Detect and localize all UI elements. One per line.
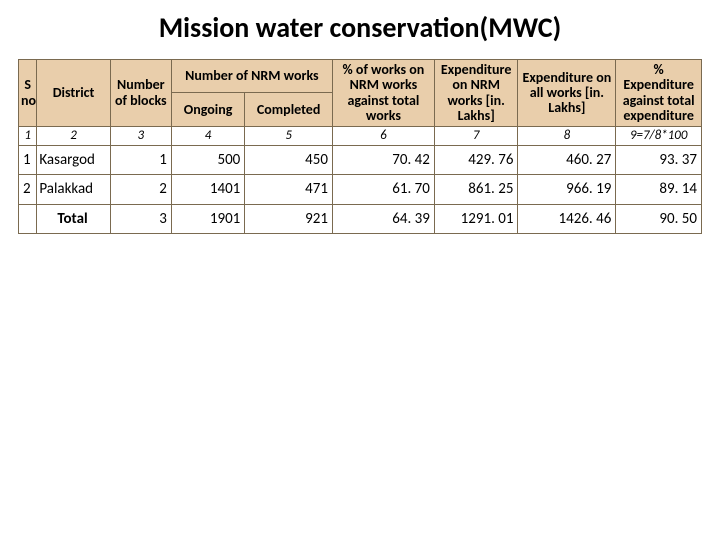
cell-ongoing: 1401 [171, 175, 244, 205]
cell-blocks: 2 [110, 175, 171, 205]
cell-exp_nrm: 429. 76 [434, 145, 518, 175]
cell-pct_nrm: 61. 70 [332, 175, 434, 205]
formula-cell: 1 [19, 126, 37, 145]
cell-district: Palakkad [37, 175, 110, 205]
formula-cell: 3 [110, 126, 171, 145]
col-pct-nrm: % of works on NRM works against total wo… [332, 60, 434, 127]
cell-pct_exp: 93. 37 [616, 145, 702, 175]
formula-cell: 7 [434, 126, 518, 145]
cell-pct_nrm: 64. 39 [332, 204, 434, 234]
cell-ongoing: 1901 [171, 204, 244, 234]
col-sno: S no. [19, 60, 37, 127]
table-row: 2Palakkad2140147161. 70861. 25966. 1989.… [19, 175, 702, 205]
formula-cell: 4 [171, 126, 244, 145]
cell-completed: 471 [245, 175, 333, 205]
table-row: 1Kasargod150045070. 42429. 76460. 2793. … [19, 145, 702, 175]
cell-sno: 1 [19, 145, 37, 175]
cell-sno: 2 [19, 175, 37, 205]
page-title: Mission water conservation(MWC) [18, 10, 702, 45]
cell-district: Kasargod [37, 145, 110, 175]
cell-sno [19, 204, 37, 234]
col-blocks: Number of blocks [110, 60, 171, 127]
cell-completed: 450 [245, 145, 333, 175]
cell-completed: 921 [245, 204, 333, 234]
col-pct-exp: % Expenditure against total expenditure [616, 60, 702, 127]
col-ongoing: Ongoing [171, 93, 244, 126]
formula-row: 1 2 3 4 5 6 7 8 9=7/8*100 [19, 126, 702, 145]
cell-pct_exp: 89. 14 [616, 175, 702, 205]
table-row: Total3190192164. 391291. 011426. 4690. 5… [19, 204, 702, 234]
col-exp-nrm: Expenditure on NRM works [in. Lakhs] [434, 60, 518, 127]
col-nrm-group: Number of NRM works [171, 60, 332, 93]
cell-district: Total [37, 204, 110, 234]
formula-cell: 2 [37, 126, 110, 145]
cell-exp_all: 966. 19 [518, 175, 616, 205]
col-completed: Completed [245, 93, 333, 126]
cell-blocks: 3 [110, 204, 171, 234]
cell-exp_nrm: 861. 25 [434, 175, 518, 205]
cell-blocks: 1 [110, 145, 171, 175]
mwc-table: S no. District Number of blocks Number o… [18, 59, 702, 234]
cell-exp_all: 460. 27 [518, 145, 616, 175]
formula-cell: 8 [518, 126, 616, 145]
cell-exp_all: 1426. 46 [518, 204, 616, 234]
col-district: District [37, 60, 110, 127]
formula-cell: 6 [332, 126, 434, 145]
cell-pct_nrm: 70. 42 [332, 145, 434, 175]
col-exp-all: Expenditure on all works [in. Lakhs] [518, 60, 616, 127]
formula-cell: 9=7/8*100 [616, 126, 702, 145]
cell-exp_nrm: 1291. 01 [434, 204, 518, 234]
cell-pct_exp: 90. 50 [616, 204, 702, 234]
formula-cell: 5 [245, 126, 333, 145]
cell-ongoing: 500 [171, 145, 244, 175]
